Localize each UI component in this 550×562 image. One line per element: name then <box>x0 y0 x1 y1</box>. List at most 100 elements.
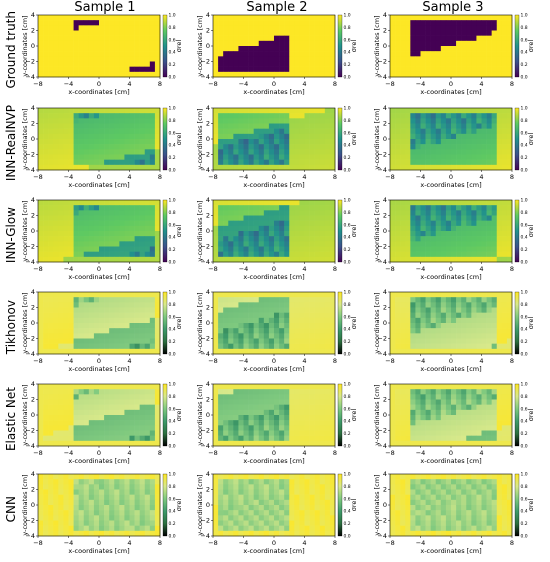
heatmap-cell <box>109 317 115 324</box>
heatmap-cell <box>139 220 146 227</box>
heatmap-cell <box>329 246 336 252</box>
heatmap-cell <box>99 133 105 140</box>
heatmap-cell <box>289 225 295 232</box>
heatmap-cell <box>63 149 69 155</box>
heatmap-cell <box>139 210 146 216</box>
heatmap-cell <box>223 394 229 400</box>
heatmap-cell <box>466 20 472 26</box>
heatmap-cell <box>258 46 265 52</box>
heatmap-cell <box>294 420 300 426</box>
heatmap-cell <box>119 154 125 160</box>
heatmap-cell <box>435 113 442 119</box>
heatmap-cell <box>243 30 249 36</box>
heatmap-cell <box>243 328 249 334</box>
heatmap-cell <box>395 118 401 124</box>
heatmap-cell <box>258 246 265 252</box>
heatmap-cell <box>233 225 239 232</box>
heatmap-cell <box>400 236 406 242</box>
heatmap-cell <box>309 108 315 114</box>
heatmap-cell <box>425 40 431 47</box>
heatmap-cell <box>83 108 90 114</box>
heatmap-cell <box>258 61 265 67</box>
heatmap-cell <box>501 46 508 52</box>
y-tick-label: −4 <box>200 258 210 266</box>
heatmap-cell <box>68 317 74 324</box>
heatmap-cell <box>299 241 305 247</box>
heatmap-cell <box>114 440 120 447</box>
heatmap-cell <box>435 51 442 57</box>
heatmap-cell <box>425 399 431 405</box>
heatmap-cell <box>258 40 265 47</box>
heatmap-cell <box>99 20 105 26</box>
heatmap-cell <box>213 113 219 119</box>
heatmap-cell <box>99 440 105 447</box>
heatmap-cell <box>279 71 285 78</box>
heatmap-cell <box>274 225 280 232</box>
heatmap-cell <box>104 404 110 411</box>
heatmap-cell <box>461 149 467 155</box>
heatmap-cell <box>99 231 105 237</box>
colorbar-tick-label: 0.4 <box>521 327 528 333</box>
heatmap-cell <box>430 66 437 73</box>
heatmap-cell <box>129 40 135 47</box>
heatmap-cell <box>435 399 442 405</box>
heatmap-cell <box>445 35 452 42</box>
heatmap-cell <box>228 128 234 135</box>
heatmap-cell <box>228 30 234 36</box>
heatmap-cell <box>329 420 336 426</box>
heatmap-cell <box>420 139 426 145</box>
heatmap-cell <box>263 256 270 263</box>
heatmap-cell <box>154 61 161 67</box>
heatmap-cell <box>314 164 321 171</box>
heatmap-cell <box>233 220 239 227</box>
heatmap-cell <box>253 20 260 26</box>
heatmap-cell <box>268 144 275 150</box>
heatmap-cell <box>405 231 411 237</box>
x-tick-label: −4 <box>239 449 249 457</box>
heatmap-cell <box>73 51 79 57</box>
heatmap-cell <box>486 409 492 416</box>
y-tick-label: 0 <box>31 227 35 235</box>
heatmap-cell <box>481 420 487 426</box>
heatmap-cell <box>119 399 125 405</box>
heatmap-cell <box>53 389 59 395</box>
heatmap-cell <box>129 215 135 221</box>
heatmap-cell <box>83 159 90 166</box>
colorbar-tick-label: 0.0 <box>344 352 351 358</box>
heatmap-cell <box>233 210 239 216</box>
heatmap-cell <box>284 144 290 150</box>
heatmap-cell <box>501 328 508 334</box>
heatmap-cell <box>319 154 326 160</box>
heatmap-cell <box>471 30 477 36</box>
heatmap-cell <box>319 338 326 344</box>
heatmap-cell <box>78 384 85 390</box>
heatmap-cell <box>309 66 315 73</box>
heatmap-cell <box>139 118 146 124</box>
y-axis-label: y-coordinates [cm] <box>373 15 381 76</box>
heatmap-cell <box>124 440 130 447</box>
heatmap-cell <box>43 348 49 355</box>
heatmap-cell <box>109 46 115 52</box>
heatmap-cell <box>319 430 326 436</box>
heatmap-cell <box>496 297 503 303</box>
heatmap-cell <box>48 384 54 390</box>
heatmap-cell <box>486 241 492 247</box>
heatmap-cell <box>63 66 69 73</box>
heatmap-cell <box>78 409 85 416</box>
heatmap-cell <box>289 159 295 166</box>
heatmap-cell <box>405 51 411 57</box>
colorbar-tick-label: 0.8 <box>344 302 351 308</box>
heatmap-cell <box>466 113 472 119</box>
heatmap-cell <box>314 430 321 436</box>
heatmap-cell <box>501 420 508 426</box>
heatmap-cell <box>134 404 140 411</box>
heatmap-cell <box>506 30 513 36</box>
heatmap-cell <box>38 25 44 31</box>
heatmap-cell <box>319 231 326 237</box>
heatmap-cell <box>253 394 260 400</box>
heatmap-cell <box>294 108 300 114</box>
heatmap-cell <box>471 205 477 211</box>
heatmap-cell <box>53 30 59 36</box>
heatmap-cell <box>134 389 140 395</box>
heatmap-cell <box>149 292 156 298</box>
